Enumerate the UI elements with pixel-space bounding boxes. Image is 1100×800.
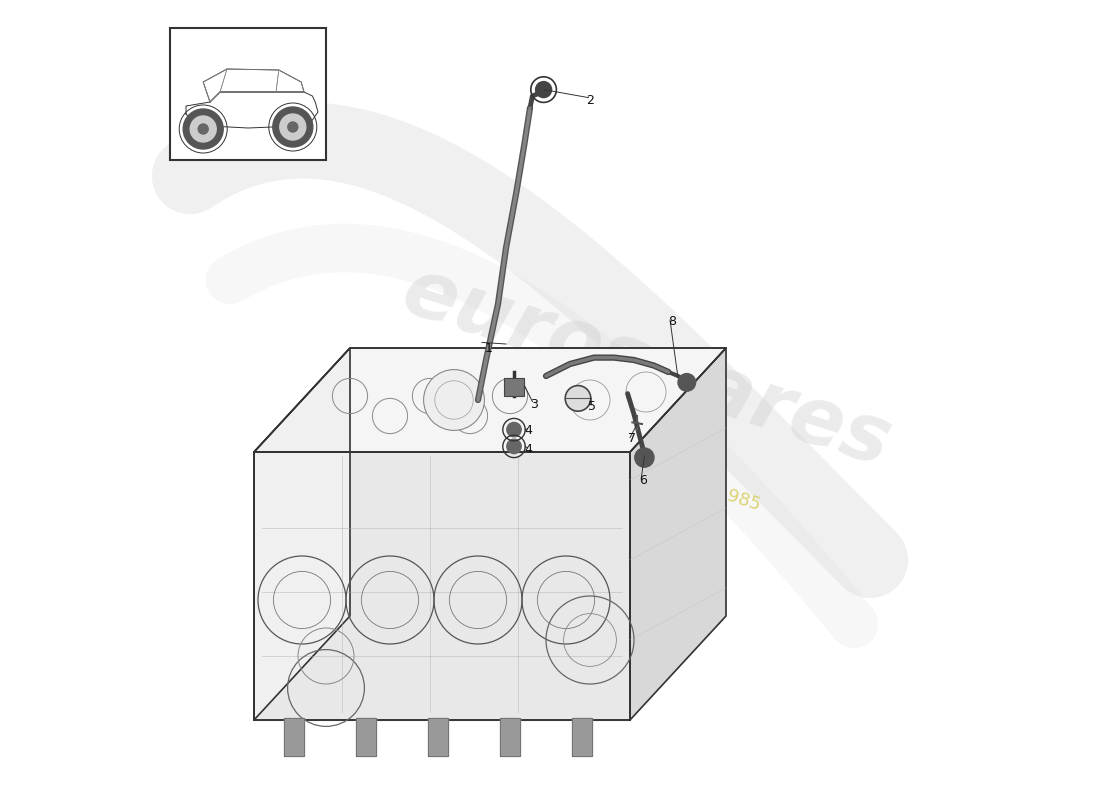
Text: eurospares: eurospares: [392, 252, 900, 484]
Text: 5: 5: [588, 400, 596, 413]
Circle shape: [507, 422, 521, 437]
Polygon shape: [254, 348, 350, 720]
Polygon shape: [254, 348, 726, 452]
Polygon shape: [254, 452, 630, 720]
Circle shape: [288, 122, 298, 132]
Circle shape: [273, 107, 312, 147]
Circle shape: [678, 374, 695, 391]
Text: 8: 8: [669, 315, 676, 328]
Text: a passion for parts since 1985: a passion for parts since 1985: [497, 414, 762, 514]
Circle shape: [279, 114, 306, 140]
Circle shape: [424, 370, 484, 430]
Bar: [504, 378, 525, 396]
Circle shape: [507, 439, 521, 454]
Text: 6: 6: [639, 474, 648, 486]
Circle shape: [190, 116, 217, 142]
Polygon shape: [186, 92, 318, 128]
Bar: [500, 718, 519, 756]
Bar: [170, 28, 326, 160]
Text: 7: 7: [628, 432, 637, 445]
Circle shape: [198, 124, 208, 134]
Text: 4: 4: [525, 424, 532, 437]
Polygon shape: [204, 69, 304, 102]
Text: 4: 4: [525, 443, 532, 456]
Polygon shape: [630, 348, 726, 720]
Circle shape: [635, 448, 654, 467]
Bar: [285, 718, 304, 756]
Polygon shape: [254, 452, 630, 720]
Text: 3: 3: [530, 398, 538, 410]
Circle shape: [184, 109, 223, 149]
Text: 2: 2: [586, 94, 594, 106]
Circle shape: [536, 82, 551, 98]
Bar: [356, 718, 375, 756]
Bar: [428, 718, 448, 756]
Bar: [572, 718, 592, 756]
Circle shape: [565, 386, 591, 411]
Text: 1: 1: [484, 342, 493, 354]
Polygon shape: [254, 348, 726, 452]
